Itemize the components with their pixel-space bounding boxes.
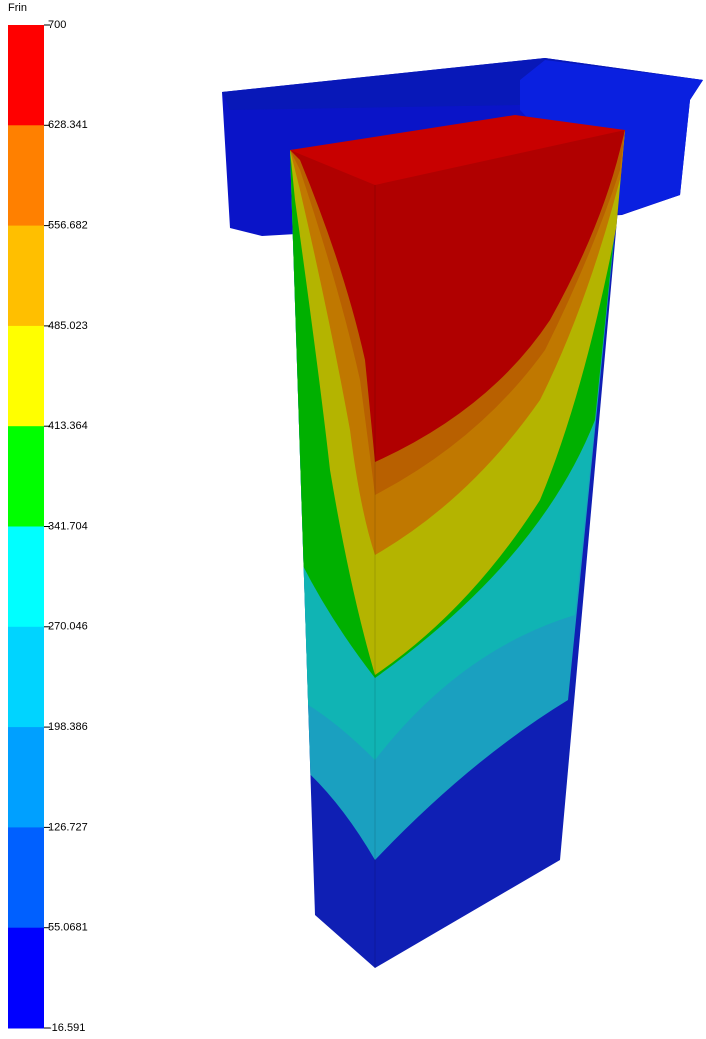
tick-label: 700 xyxy=(48,19,66,31)
tick-label: 126.727 xyxy=(48,821,88,833)
color-band xyxy=(8,226,44,327)
tick-label: 198.386 xyxy=(48,721,88,733)
color-band xyxy=(8,125,44,226)
tick-label: 55.0681 xyxy=(48,922,88,934)
model xyxy=(222,58,703,980)
page: Frin 700 628.341 556.682 485.023 413.364 341.… xyxy=(0,0,706,1039)
tick-label: 556.682 xyxy=(48,220,88,232)
tick-label: 413.364 xyxy=(48,420,88,432)
tick-label: -16.591 xyxy=(48,1022,85,1034)
tick-label: 270.046 xyxy=(48,621,88,633)
color-band xyxy=(8,627,44,728)
color-band xyxy=(8,326,44,427)
color-band xyxy=(8,727,44,828)
color-band xyxy=(8,928,44,1029)
legend-title: Frin xyxy=(8,2,27,14)
color-bar: 700 628.341 556.682 485.023 413.364 341.704 27… xyxy=(8,19,88,1034)
tick-label: 341.704 xyxy=(48,520,88,532)
tick-label: 628.341 xyxy=(48,119,88,131)
tick-label: 485.023 xyxy=(48,320,88,332)
scene: Frin 700 628.341 556.682 485.023 413.364 341.… xyxy=(0,0,706,1039)
color-band xyxy=(8,25,44,126)
color-band xyxy=(8,827,44,928)
color-band xyxy=(8,527,44,628)
color-band xyxy=(8,426,44,527)
column xyxy=(280,120,640,980)
